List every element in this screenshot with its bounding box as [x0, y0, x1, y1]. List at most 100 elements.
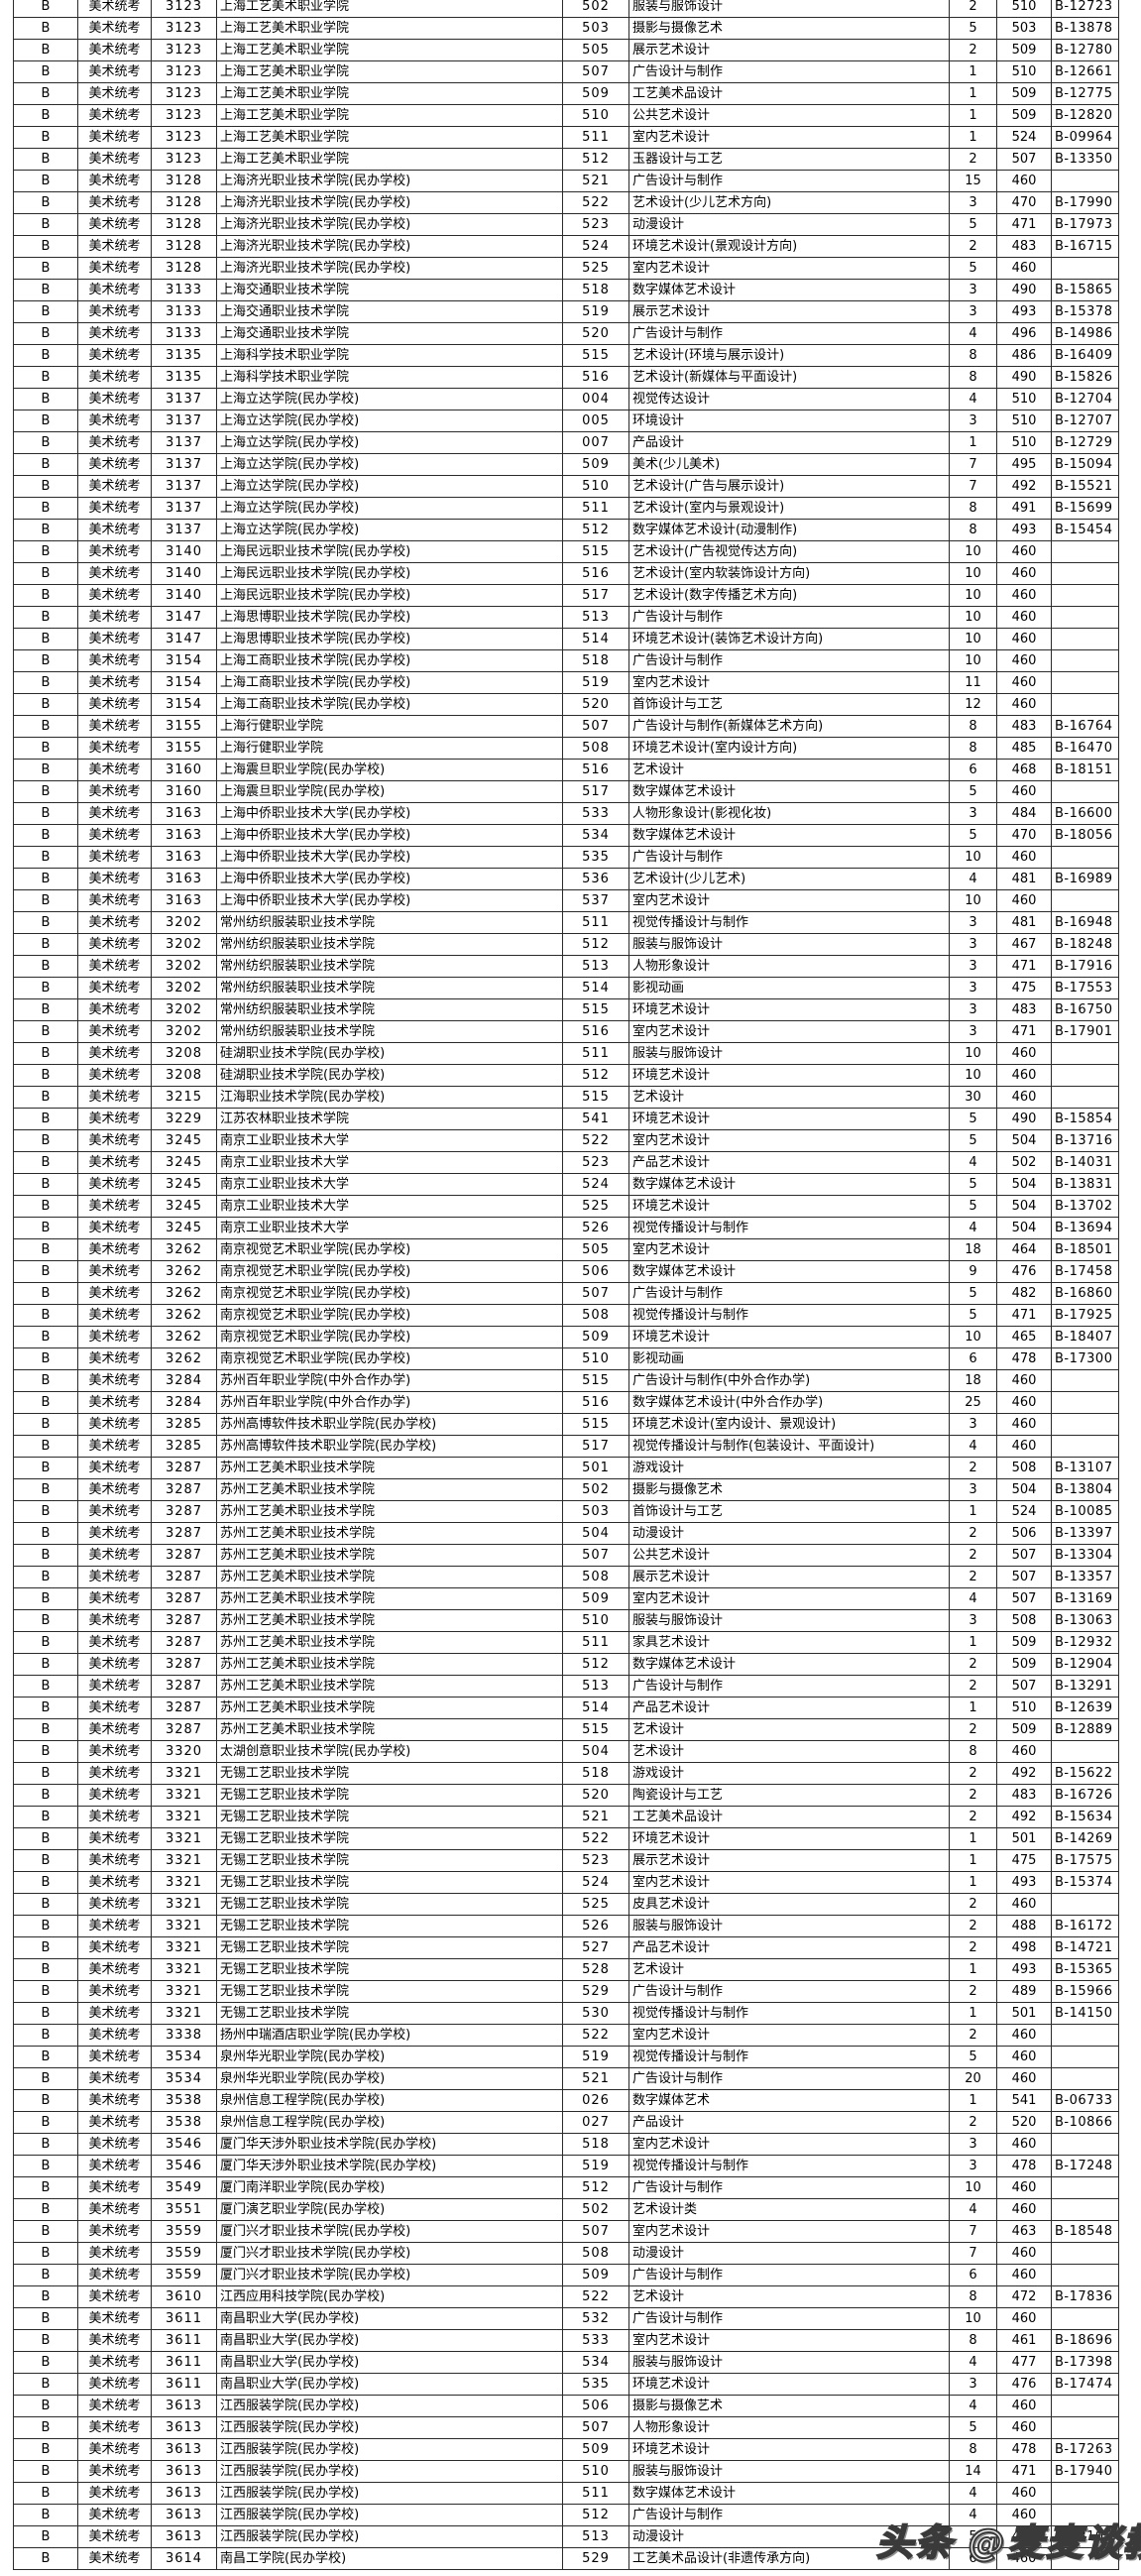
cell-school-name: 无锡工艺职业技术学院 — [216, 2002, 563, 2025]
cell-major-name: 数字媒体艺术设计 — [628, 824, 950, 847]
cell-major-name: 室内艺术设计 — [628, 671, 950, 694]
cell-major-name: 视觉传播设计与制作 — [628, 1304, 950, 1327]
cell-exam: 美术统考 — [77, 1282, 152, 1305]
table-row: B 美术统考 3215 江海职业技术学院(民办学校) 515 艺术设计 30 460 — [13, 1086, 1119, 1109]
cell-score: 460 — [996, 693, 1052, 716]
cell-rank-id: B-16948 — [1051, 911, 1119, 934]
cell-rank-id: B-16764 — [1051, 715, 1119, 738]
cell-batch: B — [13, 1500, 78, 1523]
cell-score: 476 — [996, 1260, 1052, 1283]
cell-score: 460 — [996, 2307, 1052, 2330]
cell-rank-id: B-18248 — [1051, 933, 1119, 956]
cell-major-name: 动漫设计 — [628, 213, 950, 236]
cell-school-name: 上海交通职业技术学院 — [216, 279, 563, 301]
cell-school-code: 3287 — [151, 1631, 217, 1654]
cell-rank-id — [1051, 889, 1119, 912]
cell-major-name: 数字媒体艺术设计(动漫制作) — [628, 519, 950, 541]
cell-school-code: 3549 — [151, 2176, 217, 2199]
cell-plan-count: 7 — [949, 2220, 997, 2243]
cell-exam: 美术统考 — [77, 1391, 152, 1414]
cell-score: 482 — [996, 1282, 1052, 1305]
cell-batch: B — [13, 1762, 78, 1785]
cell-exam: 美术统考 — [77, 1173, 152, 1196]
cell-major-name: 摄影与摄像艺术 — [628, 17, 950, 40]
cell-score: 472 — [996, 2285, 1052, 2308]
cell-exam: 美术统考 — [77, 1195, 152, 1218]
cell-major-name: 室内艺术设计 — [628, 2220, 950, 2243]
cell-major-code: 510 — [562, 104, 629, 127]
table-row: B 美术统考 3137 上海立达学院(民办学校) 007 产品设计 1 510 B-12729 — [13, 431, 1119, 454]
table-row: B 美术统考 3147 上海思博职业技术学院(民办学校) 514 环境艺术设计(装饰艺术设… — [13, 628, 1119, 650]
cell-school-code: 3613 — [151, 2438, 217, 2461]
cell-exam: 美术统考 — [77, 453, 152, 476]
cell-major-code: 513 — [562, 606, 629, 629]
cell-plan-count: 2 — [949, 1936, 997, 1959]
table-row: B 美术统考 3140 上海民远职业技术学院(民办学校) 515 艺术设计(广告视觉传达方… — [13, 540, 1119, 563]
cell-plan-count: 1 — [949, 1871, 997, 1894]
cell-plan-count: 2 — [949, 148, 997, 171]
cell-plan-count: 10 — [949, 1042, 997, 1065]
cell-batch: B — [13, 1413, 78, 1436]
cell-school-name: 泉州华光职业学院(民办学校) — [216, 2046, 563, 2068]
table-row: B 美术统考 3137 上海立达学院(民办学校) 005 环境设计 3 510 B-12707 — [13, 410, 1119, 432]
cell-rank-id: B-18501 — [1051, 1238, 1119, 1261]
cell-plan-count: 6 — [949, 759, 997, 781]
table-row: B 美术统考 3284 苏州百年职业学院(中外合作办学) 516 数字媒体艺术设计(中外合… — [13, 1391, 1119, 1414]
cell-major-name: 公共艺术设计 — [628, 1544, 950, 1567]
cell-plan-count: 10 — [949, 846, 997, 869]
cell-rank-id — [1051, 540, 1119, 563]
cell-batch: B — [13, 2504, 78, 2526]
cell-major-name: 环境艺术设计 — [628, 2373, 950, 2396]
table-row: B 美术统考 3137 上海立达学院(民办学校) 510 艺术设计(广告与展示设计) 7 49… — [13, 475, 1119, 498]
cell-exam: 美术统考 — [77, 104, 152, 127]
cell-major-name: 广告设计与制作 — [628, 606, 950, 629]
cell-school-name: 厦门兴才职业技术学院(民办学校) — [216, 2220, 563, 2243]
cell-rank-id: B-17300 — [1051, 1347, 1119, 1370]
cell-major-code: 509 — [562, 82, 629, 105]
cell-batch: B — [13, 824, 78, 847]
cell-plan-count: 4 — [949, 2482, 997, 2505]
cell-exam: 美术统考 — [77, 2438, 152, 2461]
cell-exam: 美术统考 — [77, 1544, 152, 1567]
cell-exam: 美术统考 — [77, 1980, 152, 2003]
cell-major-code: 528 — [562, 1958, 629, 1981]
cell-school-code: 3123 — [151, 104, 217, 127]
cell-rank-id: B-06733 — [1051, 2089, 1119, 2112]
cell-major-code: 522 — [562, 2024, 629, 2047]
cell-major-code: 510 — [562, 475, 629, 498]
cell-batch: B — [13, 2547, 78, 2570]
cell-major-name: 广告设计与制作 — [628, 2504, 950, 2526]
cell-school-code: 3155 — [151, 737, 217, 760]
table-row: B 美术统考 3154 上海工商职业技术学院(民办学校) 520 首饰设计与工艺 12 460 — [13, 693, 1119, 716]
cell-major-name: 产品艺术设计 — [628, 1936, 950, 1959]
cell-exam: 美术统考 — [77, 671, 152, 694]
table-row: B 美术统考 3613 江西服装学院(民办学校) 507 人物形象设计 5 460 — [13, 2416, 1119, 2439]
cell-exam: 美术统考 — [77, 366, 152, 389]
cell-batch: B — [13, 584, 78, 607]
cell-score: 471 — [996, 2460, 1052, 2483]
cell-exam: 美术统考 — [77, 257, 152, 280]
cell-major-name: 艺术设计(数字传播艺术方向) — [628, 584, 950, 607]
cell-score: 485 — [996, 737, 1052, 760]
cell-rank-id: B-14269 — [1051, 1827, 1119, 1850]
cell-score: 493 — [996, 1871, 1052, 1894]
cell-major-name: 视觉传达设计 — [628, 388, 950, 410]
cell-plan-count: 2 — [949, 1566, 997, 1588]
cell-major-code: 514 — [562, 1697, 629, 1719]
cell-exam: 美术统考 — [77, 2046, 152, 2068]
cell-exam: 美术统考 — [77, 279, 152, 301]
cell-batch: B — [13, 1260, 78, 1283]
cell-rank-id: B-16726 — [1051, 1784, 1119, 1807]
cell-exam: 美术统考 — [77, 1827, 152, 1850]
cell-major-name: 环境艺术设计 — [628, 1827, 950, 1850]
cell-major-code: 535 — [562, 846, 629, 869]
table-row: B 美术统考 3123 上海工艺美术职业学院 512 玉器设计与工艺 2 507 B-13350 — [13, 148, 1119, 171]
cell-school-code: 3163 — [151, 868, 217, 890]
cell-major-code: 525 — [562, 1195, 629, 1218]
cell-school-code: 3611 — [151, 2329, 217, 2352]
cell-school-name: 无锡工艺职业技术学院 — [216, 1936, 563, 1959]
cell-school-name: 上海工艺美术职业学院 — [216, 17, 563, 40]
cell-score: 460 — [996, 540, 1052, 563]
cell-major-name: 艺术设计(广告视觉传达方向) — [628, 540, 950, 563]
cell-exam: 美术统考 — [77, 2198, 152, 2221]
